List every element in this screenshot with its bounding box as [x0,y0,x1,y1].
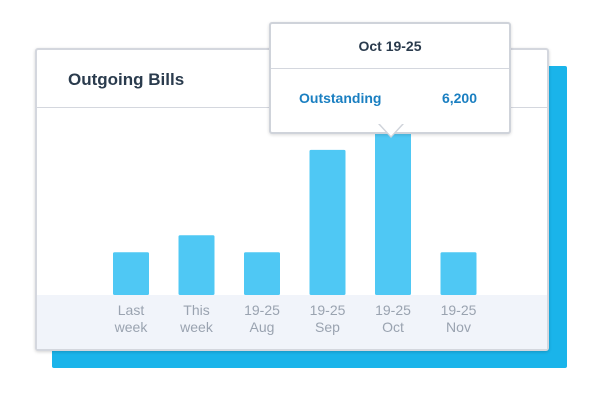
x-tick-label-4-0: 19-25 [375,302,411,318]
bar-0[interactable] [113,252,149,295]
x-tick-label-3-1: Sep [315,319,340,335]
bar-2[interactable] [244,252,280,295]
tooltip-period: Oct 19-25 [271,24,509,69]
x-tick-label-5-1: Nov [446,319,471,335]
x-tick-label-5-0: 19-25 [441,302,477,318]
bar-3[interactable] [309,149,346,295]
x-axis-band [37,295,547,349]
x-tick-label-4-1: Oct [382,319,404,335]
x-tick-label-3-0: 19-25 [310,302,346,318]
chart-tooltip: Oct 19-25 Outstanding 6,200 [269,22,511,134]
card-title: Outgoing Bills [68,70,185,89]
tooltip-pointer-fill [380,124,402,136]
tooltip-row: Outstanding 6,200 [299,90,477,106]
x-tick-label-1-1: week [179,319,214,335]
x-tick-label-0-0: Last [118,302,145,318]
bar-5[interactable] [440,252,477,295]
x-tick-label-2-1: Aug [250,319,275,335]
bar-chart: LastweekThisweek19-25Aug19-25Sep19-25Oct… [113,118,477,335]
x-tick-label-2-0: 19-25 [244,302,280,318]
x-tick-label-0-1: week [114,319,149,335]
x-tick-label-1-0: This [183,302,209,318]
tooltip-value: 6,200 [441,90,477,106]
tooltip-label: Outstanding [299,90,382,106]
bar-1[interactable] [178,235,215,295]
bar-4[interactable] [375,118,411,296]
